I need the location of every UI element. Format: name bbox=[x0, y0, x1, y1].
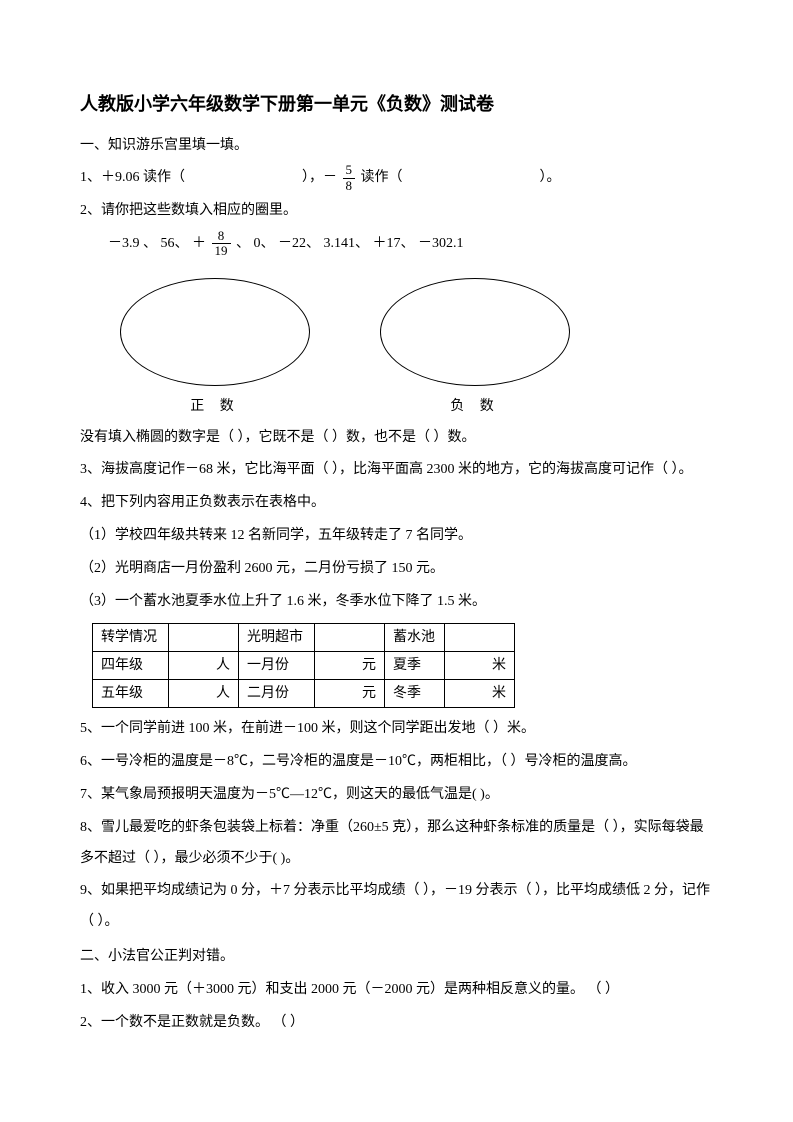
oval-negative-wrap: 负 数 bbox=[380, 278, 570, 423]
table-cell: 转学情况 bbox=[93, 624, 169, 652]
table-cell: 冬季 bbox=[385, 680, 445, 708]
q1-part-b: ），－ bbox=[302, 170, 337, 185]
table-cell: 光明超市 bbox=[239, 624, 315, 652]
q1-fraction: 5 8 bbox=[343, 163, 356, 193]
question-8: 8、雪儿最爱吃的虾条包装袋上标着：净重（260±5 克），那么这种虾条标准的质量… bbox=[80, 813, 713, 875]
section1-heading: 一、知识游乐宫里填一填。 bbox=[80, 131, 713, 162]
q2-nums-a: －3.9 、 56、 ＋ bbox=[108, 236, 206, 251]
q2-fraction: 8 19 bbox=[212, 229, 231, 259]
question-9: 9、如果把平均成绩记为 0 分，＋7 分表示比平均成绩（ ），－19 分表示（ … bbox=[80, 876, 713, 938]
table-cell: 米 bbox=[445, 652, 515, 680]
ovals-container: 正 数 负 数 bbox=[120, 278, 713, 423]
question-2: 2、请你把这些数填入相应的圈里。 bbox=[80, 196, 713, 227]
q1-part-d: ）。 bbox=[540, 170, 561, 185]
table-cell: 蓄水池 bbox=[385, 624, 445, 652]
table-cell: 米 bbox=[445, 680, 515, 708]
question-1: 1、＋9.06 读作（ ），－ 5 8 读作（ ）。 bbox=[80, 163, 713, 194]
q1-part-c: 读作（ bbox=[361, 170, 403, 185]
table-cell: 元 bbox=[315, 680, 385, 708]
table-cell: 夏季 bbox=[385, 652, 445, 680]
table-row: 五年级 人 二月份 元 冬季 米 bbox=[93, 680, 515, 708]
question-6: 6、一号冷柜的温度是－8℃，二号冷柜的温度是－10℃，两柜相比，（ ）号冷柜的温… bbox=[80, 747, 713, 778]
q2-nums-b: 、 0、 －22、 3.141、 ＋17、 －302.1 bbox=[236, 236, 464, 251]
q2-frac-num: 8 bbox=[212, 229, 231, 244]
page-title: 人教版小学六年级数学下册第一单元《负数》测试卷 bbox=[80, 85, 713, 125]
table-cell bbox=[169, 624, 239, 652]
table-cell bbox=[445, 624, 515, 652]
oval-negative-label: 负 数 bbox=[380, 392, 570, 423]
question-7: 7、某气象局预报明天温度为－5℃—12℃，则这天的最低气温是( )。 bbox=[80, 780, 713, 811]
question-4-3: （3）一个蓄水池夏季水位上升了 1.6 米，冬季水位下降了 1.5 米。 bbox=[80, 587, 713, 618]
question-5: 5、一个同学前进 100 米，在前进－100 米，则这个同学距出发地（ ）米。 bbox=[80, 714, 713, 745]
table-row: 转学情况 光明超市 蓄水池 bbox=[93, 624, 515, 652]
judge-1: 1、收入 3000 元（＋3000 元）和支出 2000 元（－2000 元）是… bbox=[80, 975, 713, 1006]
table-cell: 四年级 bbox=[93, 652, 169, 680]
data-table: 转学情况 光明超市 蓄水池 四年级 人 一月份 元 夏季 米 五年级 人 二月份… bbox=[92, 623, 515, 708]
oval-positive bbox=[120, 278, 310, 386]
q1-part-a: 1、＋9.06 读作（ bbox=[80, 170, 185, 185]
oval-positive-label: 正 数 bbox=[120, 392, 310, 423]
q1-frac-num: 5 bbox=[343, 163, 356, 178]
question-3: 3、海拔高度记作－68 米，它比海平面（ ），比海平面高 2300 米的地方，它… bbox=[80, 455, 713, 486]
table-cell: 人 bbox=[169, 652, 239, 680]
table-cell: 人 bbox=[169, 680, 239, 708]
table-cell: 二月份 bbox=[239, 680, 315, 708]
oval-positive-wrap: 正 数 bbox=[120, 278, 310, 423]
question-4-2: （2）光明商店一月份盈利 2600 元，二月份亏损了 150 元。 bbox=[80, 554, 713, 585]
question-4-1: （1）学校四年级共转来 12 名新同学，五年级转走了 7 名同学。 bbox=[80, 521, 713, 552]
question-2-after: 没有填入椭圆的数字是（ ），它既不是（ ）数，也不是（ ）数。 bbox=[80, 423, 713, 454]
table-row: 四年级 人 一月份 元 夏季 米 bbox=[93, 652, 515, 680]
table-cell: 元 bbox=[315, 652, 385, 680]
q1-frac-den: 8 bbox=[343, 179, 356, 193]
question-4: 4、把下列内容用正负数表示在表格中。 bbox=[80, 488, 713, 519]
section2-heading: 二、小法官公正判对错。 bbox=[80, 942, 713, 973]
table-cell bbox=[315, 624, 385, 652]
oval-negative bbox=[380, 278, 570, 386]
table-cell: 五年级 bbox=[93, 680, 169, 708]
judge-2: 2、一个数不是正数就是负数。 （ ） bbox=[80, 1008, 713, 1039]
question-2-numbers: －3.9 、 56、 ＋ 8 19 、 0、 －22、 3.141、 ＋17、 … bbox=[80, 229, 713, 260]
table-cell: 一月份 bbox=[239, 652, 315, 680]
q2-frac-den: 19 bbox=[212, 244, 231, 258]
